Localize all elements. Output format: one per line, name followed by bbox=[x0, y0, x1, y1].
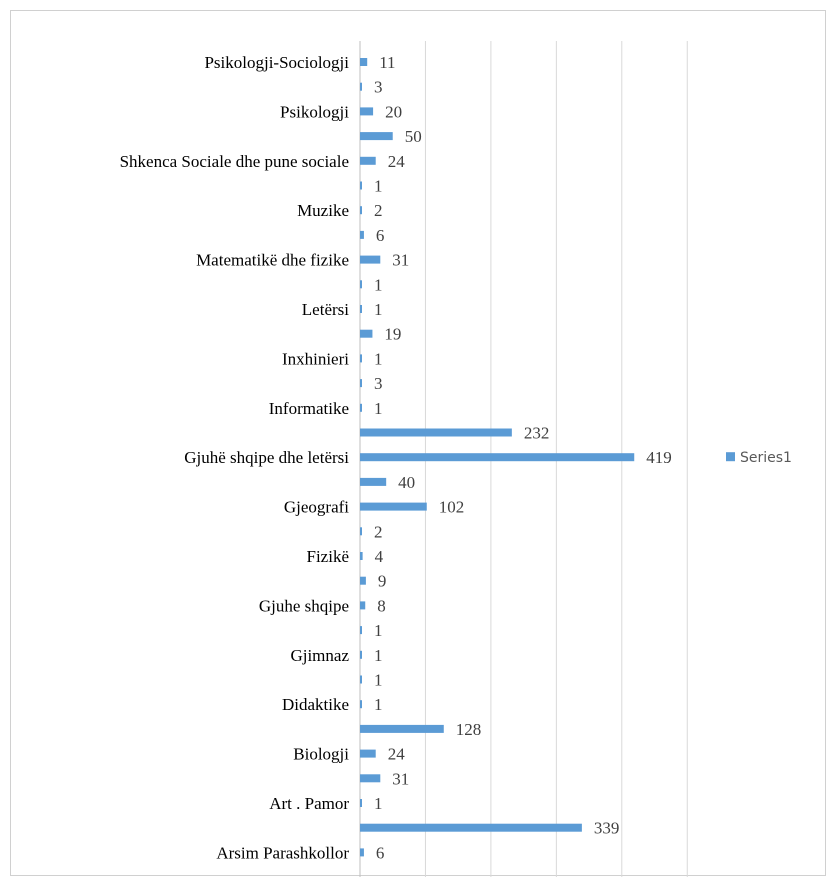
data-label: 11 bbox=[379, 53, 395, 72]
data-label: 6 bbox=[376, 843, 385, 862]
bar-chart: Psikologji-Sociologji Psikologji Shkenca S… bbox=[120, 41, 792, 877]
category-label: Fizikë bbox=[307, 547, 350, 566]
data-label: 1 bbox=[374, 646, 383, 665]
bar bbox=[360, 82, 362, 91]
category-label: Art . Pamor bbox=[269, 794, 349, 813]
bar bbox=[360, 230, 364, 239]
category-label: Gjuhe shqipe bbox=[259, 596, 349, 615]
category-label: Muzike bbox=[297, 201, 349, 220]
data-label: 1 bbox=[374, 794, 383, 813]
value-labels: 1132050241263111191312324194010224981111… bbox=[374, 53, 672, 862]
bar bbox=[360, 329, 373, 338]
data-label: 8 bbox=[377, 596, 386, 615]
category-label: Informatike bbox=[269, 399, 349, 418]
category-labels: Psikologji-Sociologji Psikologji Shkenca S… bbox=[120, 53, 350, 862]
bar bbox=[360, 774, 381, 783]
bar bbox=[360, 700, 362, 709]
category-label: Matematikë dhe fizike bbox=[196, 251, 349, 270]
bar bbox=[360, 181, 362, 190]
legend-swatch bbox=[726, 452, 735, 462]
category-label: Arsim Parashkollor bbox=[216, 843, 349, 862]
bar bbox=[360, 477, 387, 486]
chart-frame: Psikologji-Sociologji Psikologji Shkenca S… bbox=[10, 10, 826, 877]
bar bbox=[360, 453, 635, 462]
data-label: 40 bbox=[398, 473, 415, 492]
data-label: 31 bbox=[392, 769, 409, 788]
bar bbox=[360, 255, 381, 264]
data-label: 1 bbox=[374, 275, 383, 294]
bar bbox=[360, 799, 362, 807]
bar bbox=[360, 650, 362, 659]
data-label: 3 bbox=[374, 78, 383, 97]
category-label: Psikologji bbox=[280, 102, 349, 121]
bar bbox=[360, 107, 374, 116]
legend: Series1 bbox=[726, 450, 792, 466]
category-label: Inxhinieri bbox=[282, 349, 349, 368]
bar bbox=[360, 132, 393, 141]
bar bbox=[360, 626, 362, 635]
bar bbox=[360, 354, 362, 363]
legend-label: Series1 bbox=[740, 450, 792, 466]
data-label: 1 bbox=[374, 621, 383, 640]
data-label: 20 bbox=[385, 102, 402, 121]
data-label: 19 bbox=[384, 325, 401, 344]
data-label: 2 bbox=[374, 201, 383, 220]
bar bbox=[360, 823, 582, 832]
bar bbox=[360, 156, 376, 165]
data-label: 24 bbox=[388, 152, 406, 171]
data-label: 24 bbox=[388, 745, 406, 764]
category-label: Shkenca Sociale dhe pune sociale bbox=[120, 152, 349, 171]
data-label: 128 bbox=[456, 720, 482, 739]
bar bbox=[360, 428, 512, 437]
data-label: 339 bbox=[594, 819, 620, 838]
bar bbox=[360, 527, 362, 536]
data-label: 232 bbox=[524, 424, 550, 443]
data-label: 4 bbox=[375, 547, 384, 566]
category-label: Biologji bbox=[293, 745, 349, 764]
category-label: Gjimnaz bbox=[290, 646, 349, 665]
bar bbox=[360, 280, 362, 289]
data-label: 31 bbox=[392, 251, 409, 270]
bar bbox=[360, 206, 362, 215]
data-label: 6 bbox=[376, 226, 385, 245]
category-label: Gjuhë shqipe dhe letërsi bbox=[184, 448, 349, 467]
category-label: Letërsi bbox=[302, 300, 349, 319]
bar bbox=[360, 552, 363, 560]
data-label: 419 bbox=[646, 448, 672, 467]
bar bbox=[360, 502, 427, 511]
data-label: 9 bbox=[378, 572, 387, 591]
category-label: Psikologji-Sociologji bbox=[204, 53, 349, 72]
data-label: 1 bbox=[374, 695, 383, 714]
bars-group bbox=[360, 58, 635, 857]
bar bbox=[360, 848, 364, 857]
bar bbox=[360, 601, 366, 610]
data-label: 1 bbox=[374, 349, 383, 368]
bar bbox=[360, 379, 362, 388]
bar bbox=[360, 305, 362, 313]
bar bbox=[360, 403, 362, 412]
data-label: 50 bbox=[405, 127, 422, 146]
bar bbox=[360, 724, 444, 733]
data-label: 1 bbox=[374, 671, 383, 690]
bar bbox=[360, 675, 362, 684]
data-label: 1 bbox=[374, 177, 383, 196]
category-label: Gjeografi bbox=[284, 498, 349, 517]
bar bbox=[360, 58, 368, 66]
data-label: 1 bbox=[374, 300, 383, 319]
data-label: 102 bbox=[439, 498, 465, 517]
data-label: 1 bbox=[374, 399, 383, 418]
category-label: Didaktike bbox=[282, 695, 349, 714]
bar bbox=[360, 749, 376, 758]
data-label: 2 bbox=[374, 522, 383, 541]
bar bbox=[360, 576, 366, 585]
data-label: 3 bbox=[374, 374, 383, 393]
